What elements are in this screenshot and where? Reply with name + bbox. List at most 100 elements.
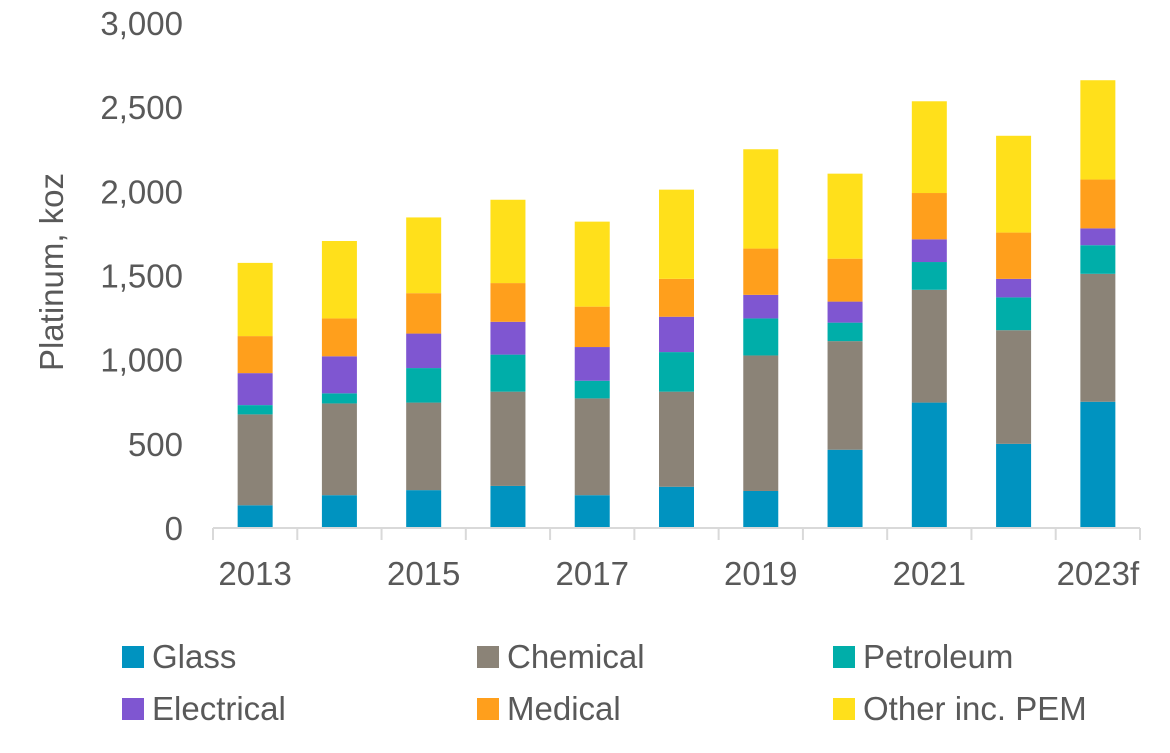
- bar-segment: [406, 368, 442, 403]
- legend-label: Glass: [152, 638, 237, 675]
- bars: [237, 80, 1116, 529]
- bar-segment: [1080, 179, 1116, 229]
- bar-segment: [321, 356, 357, 394]
- x-tick-label: 2021: [893, 555, 966, 592]
- bar-segment: [743, 294, 779, 319]
- bar-segment: [827, 173, 863, 259]
- bar-segment: [574, 221, 610, 307]
- bar-segment: [1080, 228, 1116, 246]
- bar-segment: [827, 258, 863, 302]
- legend-swatch: [122, 698, 144, 720]
- bar-segment: [996, 232, 1032, 279]
- y-tick-label: 3,000: [100, 5, 183, 42]
- bar-segment: [490, 283, 526, 322]
- legend-item: Medical: [477, 690, 621, 728]
- bar-segment: [911, 262, 947, 290]
- legend-swatch: [833, 698, 855, 720]
- bar-segment: [490, 321, 526, 355]
- bar-segment: [1080, 401, 1116, 528]
- legend-swatch: [477, 698, 499, 720]
- legend-item: Electrical: [122, 690, 286, 728]
- bar-segment: [911, 193, 947, 240]
- y-tick-label: 1,500: [100, 258, 183, 295]
- bar-segment: [237, 336, 273, 374]
- legend-label: Medical: [507, 690, 621, 727]
- bar-segment: [406, 490, 442, 529]
- bar-segment: [743, 149, 779, 249]
- bar-segment: [574, 495, 610, 528]
- bar-segment: [827, 301, 863, 323]
- bar-segment: [659, 278, 694, 317]
- bar-segment: [237, 262, 273, 337]
- bar-segment: [659, 486, 694, 528]
- legend-item: Glass: [122, 638, 236, 676]
- bar-segment: [996, 135, 1032, 233]
- y-axis-label: Platinum, koz: [33, 173, 70, 371]
- bar-segment: [574, 347, 610, 381]
- x-tick-label: 2015: [387, 555, 460, 592]
- legend-swatch: [122, 646, 144, 668]
- legend-swatch: [477, 646, 499, 668]
- bar-segment: [996, 278, 1032, 298]
- bar-segment: [911, 239, 947, 263]
- legend: Glass Chemical Petroleum Electrical Medical O…: [0, 630, 1170, 740]
- bar-segment: [406, 333, 442, 369]
- y-tick-label: 1,000: [100, 342, 183, 379]
- bar-segment: [406, 293, 442, 334]
- bar-segment: [406, 402, 442, 491]
- bar-segment: [827, 322, 863, 342]
- y-axis-tick-labels: 0 500 1,000 1,500 2,000 2,500 3,000: [100, 5, 183, 547]
- y-tick-label: 0: [165, 510, 183, 547]
- bar-segment: [321, 318, 357, 357]
- bar-segment: [1080, 273, 1116, 402]
- legend-label: Petroleum: [863, 638, 1014, 675]
- legend-item: Petroleum: [833, 638, 1013, 676]
- bar-segment: [321, 495, 357, 528]
- bar-segment: [911, 101, 947, 194]
- legend-label: Electrical: [152, 690, 286, 727]
- bar-segment: [237, 505, 273, 528]
- legend-label: Other inc. PEM: [863, 690, 1087, 727]
- bar-segment: [490, 199, 526, 284]
- bar-segment: [574, 306, 610, 348]
- bar-segment: [1080, 80, 1116, 180]
- bar-segment: [237, 414, 273, 506]
- bar-segment: [659, 352, 694, 392]
- x-tick-label: 2017: [556, 555, 629, 592]
- bar-segment: [827, 341, 863, 450]
- bar-segment: [321, 403, 357, 496]
- bar-segment: [911, 402, 947, 528]
- bar-segment: [237, 405, 273, 415]
- bar-segment: [321, 393, 357, 404]
- legend-swatch: [833, 646, 855, 668]
- y-tick-label: 500: [128, 426, 183, 463]
- bar-segment: [659, 189, 694, 279]
- bar-segment: [996, 330, 1032, 444]
- legend-item: Chemical: [477, 638, 645, 676]
- x-axis: 2013 2015 2017 2019 2021 2023f: [212, 527, 1141, 592]
- bar-segment: [743, 355, 779, 491]
- bar-segment: [743, 490, 779, 528]
- bar-segment: [237, 373, 273, 406]
- legend-label: Chemical: [507, 638, 645, 675]
- bar-segment: [490, 354, 526, 392]
- bar-segment: [911, 289, 947, 403]
- x-tick-label: 2019: [724, 555, 797, 592]
- y-tick-label: 2,500: [100, 89, 183, 126]
- bar-segment: [321, 240, 357, 319]
- x-tick-label: 2013: [218, 555, 291, 592]
- bar-segment: [574, 398, 610, 496]
- bar-segment: [659, 316, 694, 353]
- stacked-bar-chart: 0 500 1,000 1,500 2,000 2,500 3,000 2013 2015 20…: [33, 5, 1141, 592]
- bar-segment: [996, 297, 1032, 331]
- y-tick-label: 2,000: [100, 173, 183, 210]
- bar-segment: [490, 485, 526, 528]
- bar-segment: [743, 248, 779, 295]
- bar-segment: [490, 391, 526, 486]
- bar-segment: [574, 380, 610, 399]
- bar-segment: [659, 391, 694, 487]
- bar-segment: [996, 443, 1032, 528]
- bar-segment: [827, 449, 863, 528]
- bar-segment: [1080, 245, 1116, 274]
- bar-segment: [743, 318, 779, 356]
